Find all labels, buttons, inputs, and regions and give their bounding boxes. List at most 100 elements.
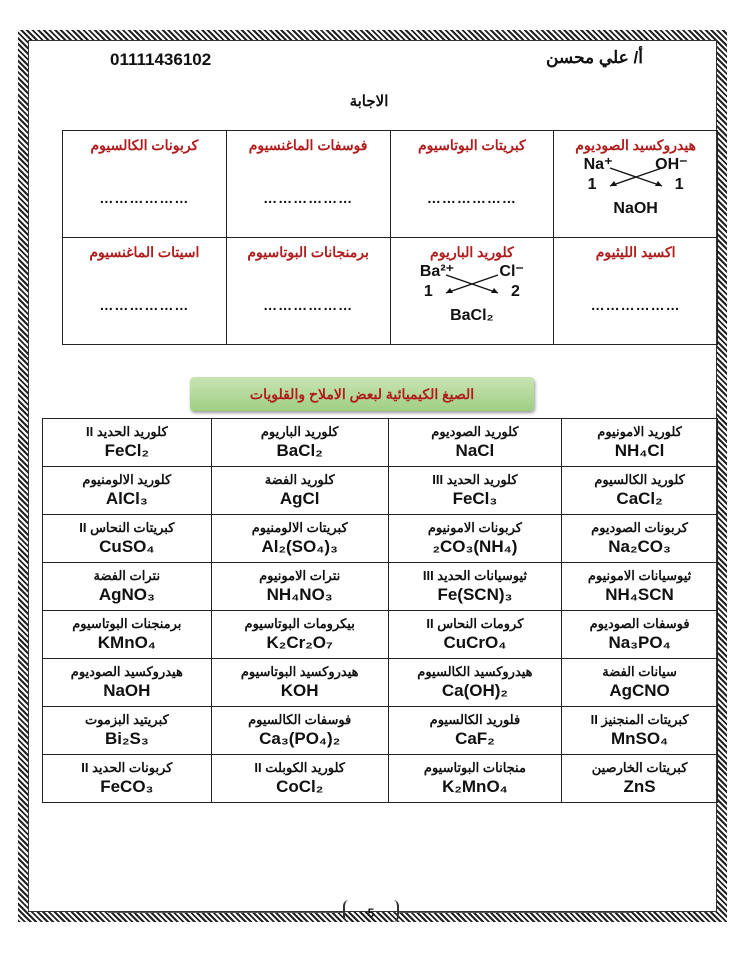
exercise-cell: برمنجانات البوتاسيوم ……………… [225,237,391,345]
chemical-formula: FeCl₃ [452,489,498,508]
compound-name: كلوريد الباريوم [260,424,339,439]
exercise-cell: اسيتات الماغنسيوم ……………… [62,237,227,345]
answer-blank[interactable]: ……………… [263,190,354,206]
compound-name: ثيوسيانات الامونيوم [587,568,692,583]
chemical-formula: Ca(OH)₂ [441,681,508,700]
anion: OH⁻ [655,156,688,173]
formula-cell: كبريتات الخارصين ZnS [561,754,718,803]
exercise-cell: اكسيد الليثيوم ……………… [553,237,718,345]
cation: Na⁺ [583,156,613,173]
formula-cell: كلوريد الحديد II FeCl₂ [42,418,212,467]
formula-cell: كبريتات المنجنيز II MnSO₄ [561,706,718,755]
anion: Cl⁻ [499,263,524,280]
chemical-formula: K₂MnO₄ [442,777,508,796]
result-formula: BaCl₂ [450,307,494,324]
chemical-formula: AgNO₃ [98,585,155,604]
compound-name: كربونات الامونيوم [427,520,522,535]
answer-title: الاجابة [349,93,389,110]
answer-blank[interactable]: ……………… [99,297,190,313]
formula-cell: سيانات الفضة AgCNO [561,658,718,707]
formula-cell: هيدروكسيد الكالسيوم Ca(OH)₂ [387,658,563,707]
answer-blank[interactable]: ……………… [590,297,681,313]
compound-name: كبريتيد البزموت [84,712,169,727]
compound-name: كلوريد الصوديوم [431,424,519,439]
compound-name: اكسيد الليثيوم [595,244,676,260]
chemical-formula: Al₂(SO₄)₃ [261,537,338,556]
formula-cell: هيدروكسيد البوتاسيوم KOH [210,658,389,707]
chemical-formula: CuCrO₄ [443,633,507,652]
chemical-formula: Bi₂S₃ [104,729,149,748]
chemical-formula: CaCl₂ [616,489,663,508]
compound-name: فوسفات الكالسيوم [248,712,352,727]
compound-name: هيدروكسيد الكالسيوم [417,664,533,679]
chemical-formula: NH₄NO₃ [266,585,333,604]
formula-cell: كربونات الامونيوم (NH₄)₂CO₃ [387,514,563,563]
formula-cell: نترات الفضة AgNO₃ [42,562,212,611]
formula-cell: كلوريد الصوديوم NaCl [387,418,563,467]
cross-arrows-icon [609,167,662,187]
answer-blank[interactable]: ……………… [99,190,190,206]
chemical-formula: BaCl₂ [276,441,323,460]
chemical-formula: NaCl [455,441,495,460]
formula-cell: فلوريد الكالسيوم CaF₂ [387,706,563,755]
formula-row: فوسفات الصوديوم Na₃PO₄ كرومات النحاس II CuC… [42,610,718,659]
formula-cell: كلوريد الالومنيوم AlCl₃ [42,466,212,515]
formula-cell: هيدروكسيد الصوديوم NaOH [42,658,212,707]
exercise-cell: هيدروكسيد الصوديوم Na⁺ OH⁻ 1 1 NaOH [553,130,718,238]
chemical-formula: Na₂CO₃ [608,537,671,556]
compound-name: كلوريد الفضة [264,472,335,487]
compound-name: كلوريد الكوبلت II [254,760,345,775]
anion-count: 2 [510,283,520,300]
compound-name: كلوريد الحديد II [86,424,168,439]
compound-name: هيدروكسيد الصوديوم [575,137,696,153]
formula-cell: نترات الامونيوم NH₄NO₃ [210,562,389,611]
chemical-formula: CoCl₂ [276,777,324,796]
chemical-formula: KMnO₄ [97,633,156,652]
compound-name: هيدروكسيد الصوديوم [70,664,183,679]
formula-cell: كبريتات الالومنيوم Al₂(SO₄)₃ [210,514,389,563]
result-formula: NaOH [613,200,658,217]
chemical-formula: Na₃PO₄ [608,633,671,652]
formula-row: كلوريد الامونيوم NH₄Cl كلوريد الصوديوم NaCl… [42,418,718,467]
cation-count: 1 [423,283,433,300]
chemical-formula: K₂Cr₂O₇ [266,633,333,652]
chemical-formula: CuSO₄ [99,537,155,556]
exercise-row: اكسيد الليثيوم ……………… كلوريد الباريوم Ba²⁺… [62,237,718,345]
chemical-formula: FeCO₃ [100,777,154,796]
formula-row: كربونات الصوديوم Na₂CO₃ كربونات الامونيوم (… [42,514,718,563]
footer-line-right [397,912,631,913]
formula-cell: كلوريد الحديد III FeCl₃ [387,466,563,515]
answer-blank[interactable]: ……………… [426,190,517,206]
compound-name: برمنجنات البوتاسيوم [72,616,182,631]
compound-name: فلوريد الكالسيوم [429,712,521,727]
formula-row: سيانات الفضة AgCNO هيدروكسيد الكالسيوم Ca(O… [42,658,718,707]
formula-cell: كرومات النحاس II CuCrO₄ [387,610,563,659]
chemical-formula: NH₄SCN [605,585,674,604]
answer-blank[interactable]: ……………… [263,297,354,313]
compound-name: كبريتات البوتاسيوم [418,137,526,153]
formula-cell: كلوريد الفضة AgCl [210,466,389,515]
compound-name: كبريتات النحاس II [79,520,175,535]
phone-number: 01111436102 [110,50,212,69]
compound-name: كلوريد الحديد III [432,472,518,487]
formula-cell: فوسفات الكالسيوم Ca₃(PO₄)₂ [210,706,389,755]
chemical-formula: (NH₄)₂CO₃ [432,537,518,556]
chemical-formula: Fe(SCN)₃ [437,585,513,604]
section-banner: الصيغ الكيميائية لبعض الاملاح والقلويات [190,377,534,411]
chemical-formula: NaOH [103,681,151,700]
chemical-formula: KOH [280,681,319,700]
cross-arrows-icon [445,274,499,294]
cation-count: 1 [587,176,597,193]
chemical-formula: AgCNO [609,681,670,700]
compound-name: كربونات الكالسيوم [90,137,199,153]
chemical-formula: ZnS [623,777,656,796]
exercise-row: هيدروكسيد الصوديوم Na⁺ OH⁻ 1 1 NaOH كبري… [62,130,718,238]
compound-name: ثيوسيانات الحديد III [422,568,527,583]
compound-name: كبريتات الخارصين [591,760,688,775]
formula-cell: كربونات الحديد II FeCO₃ [42,754,212,803]
compound-name: كلوريد الباريوم [430,244,514,260]
formula-cell: برمنجنات البوتاسيوم KMnO₄ [42,610,212,659]
compound-name: فوسفات الصوديوم [589,616,690,631]
formula-row: كبريتات المنجنيز II MnSO₄ فلوريد الكالسيوم… [42,706,718,755]
compound-name: كلوريد الكالسيوم [594,472,685,487]
